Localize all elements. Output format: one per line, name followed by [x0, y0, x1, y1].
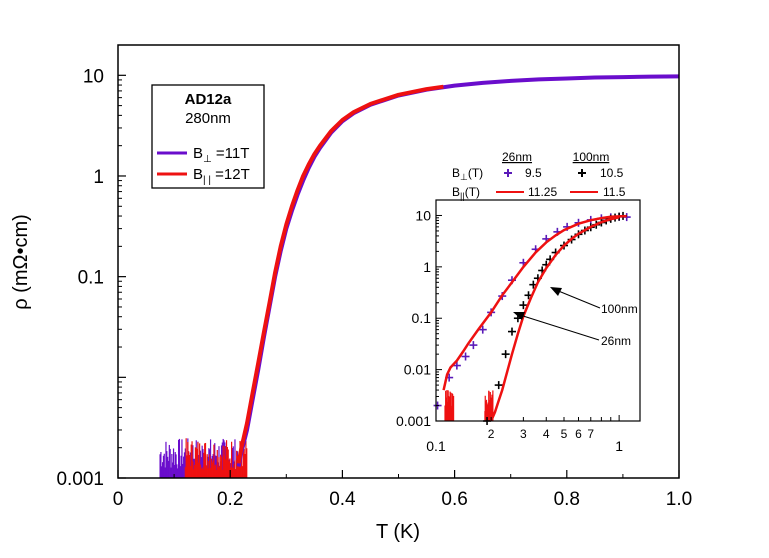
- x-tick-label: 0.6: [441, 489, 467, 510]
- inset-x-tick-label: 4: [543, 427, 550, 441]
- annotation-100nm: 100nm: [601, 302, 638, 316]
- inset-row-par-label: B||(T): [452, 185, 480, 201]
- inset-point-100nm-b-10-5: [519, 301, 528, 310]
- inset-col-100nm: 100nm: [573, 150, 610, 164]
- legend-frame: [151, 84, 265, 189]
- x-tick-label: 0: [113, 489, 124, 510]
- inset-point-26nm-b-9-5: [478, 325, 487, 334]
- inset-point-26nm-b-9-5: [469, 341, 478, 350]
- inset-x-tick-label: 0.1: [426, 438, 446, 454]
- y-tick-label: 0.001: [56, 469, 104, 490]
- inset-y-tick-label: 10: [415, 207, 431, 223]
- inset-point-100nm-b-10-5: [494, 381, 503, 390]
- inset-x-tick-label: 7: [587, 427, 594, 441]
- legend-subtitle: 280nm: [185, 110, 231, 127]
- main-x-axis-title: T (K): [376, 521, 420, 543]
- inset-y-tick-label: 0.1: [412, 310, 432, 326]
- x-tick-label: 0.8: [554, 489, 580, 510]
- inset-x-tick-label: 1: [615, 438, 623, 454]
- main-legend: AD12a 280nm B⊥ =11T B| | =12T: [151, 84, 265, 189]
- inset-x-tick-label: 2: [488, 427, 495, 441]
- arrow-100nm-head: [550, 287, 562, 296]
- inset-point-100nm-b-10-5: [501, 350, 510, 359]
- x-tick-label: 0.4: [329, 489, 356, 510]
- inset-row-perp-v1: 9.5: [525, 166, 542, 180]
- inset-x-tick-label: 3: [520, 427, 527, 441]
- inset-frame: [435, 199, 641, 422]
- series-par-12T: [236, 84, 444, 464]
- inset-x-tick-label: 6: [575, 427, 582, 441]
- main-plot: 0 0.2 0.4 0.6 0.8 1.0 0.001 0.1 1 10: [56, 44, 692, 510]
- inset-point-26nm-b-9-5: [461, 352, 470, 361]
- inset-background: [398, 144, 646, 449]
- inset-col-26nm: 26nm: [502, 150, 532, 164]
- arrow-26nm-shaft: [519, 314, 600, 341]
- x-tick-label: 0.2: [217, 489, 243, 510]
- legend-label-par: B| | =12T: [193, 166, 250, 186]
- inset-x-tick-label: 5: [561, 427, 568, 441]
- legend-label-perp: B⊥ =11T: [193, 145, 249, 165]
- noise-floor: [159, 438, 248, 478]
- annotation-26nm: 26nm: [601, 334, 631, 348]
- inset-y-tick-label: 0.01: [404, 362, 431, 378]
- y-tick-label: 10: [83, 66, 104, 87]
- arrow-100nm-shaft: [555, 289, 601, 309]
- inset-legend: 26nm 100nm B⊥(T) B||(T) 9.5 10.5 11.25 1…: [452, 150, 626, 201]
- inset-point-100nm-b-10-5: [507, 327, 516, 336]
- inset-legend-marker-26-perp: [504, 169, 512, 177]
- y-tick-label: 1: [93, 167, 104, 188]
- inset-y-tick-label: 0.001: [396, 413, 431, 429]
- inset-annotations: 100nm 26nm: [513, 287, 638, 348]
- inset-row-perp-v2: 10.5: [600, 166, 624, 180]
- inset-point-26nm-b-9-5: [452, 361, 461, 370]
- inset-plot: 0.001 0.01 0.1 1 10 0.1 2 3 4 5 6 7 1: [396, 144, 646, 454]
- inset-row-par-v1: 11.25: [528, 185, 557, 199]
- inset-y-tick-label: 1: [423, 259, 431, 275]
- x-tick-label: 1.0: [666, 489, 692, 510]
- y-tick-label: 0.1: [78, 268, 104, 289]
- arrow-26nm-head: [513, 312, 525, 320]
- inset-series-26nm-b-11-25: [442, 214, 627, 391]
- inset-series-100nm-b-11-5: [489, 216, 620, 421]
- legend-title: AD12a: [185, 91, 232, 108]
- main-y-axis-title: ρ (mΩ•cm): [10, 214, 32, 310]
- inset-row-perp-label: B⊥(T): [452, 166, 483, 182]
- inset-row-par-v2: 11.5: [603, 185, 626, 199]
- inset-legend-marker-100-perp: [578, 169, 586, 177]
